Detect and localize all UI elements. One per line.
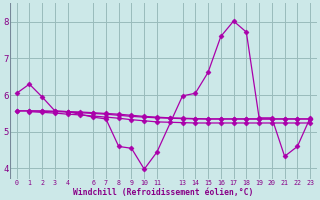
X-axis label: Windchill (Refroidissement éolien,°C): Windchill (Refroidissement éolien,°C) (73, 188, 253, 197)
